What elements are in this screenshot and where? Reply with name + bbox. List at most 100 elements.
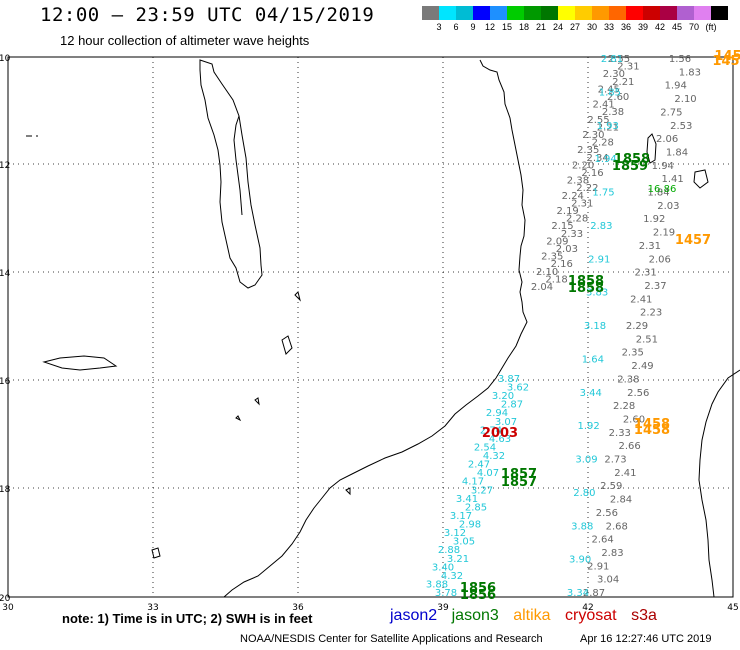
track-value: 2.16 (551, 259, 573, 270)
lon-label: 45 (727, 603, 738, 613)
sat-jason3: jason3 (451, 607, 499, 624)
track-value: 2.91 (587, 561, 609, 572)
legend-swatch (456, 6, 473, 20)
legend-label: 3 (436, 22, 442, 32)
pass-time-labels: 1858185918581858185718571856185620031457… (460, 49, 740, 603)
track-value: 2.49 (631, 361, 653, 372)
legend-label: 30 (586, 22, 598, 32)
legend-label: 45 (671, 22, 683, 32)
legend-swatch (422, 6, 439, 20)
track-value: 2.15 (551, 221, 573, 232)
altimeter-tracks: 3.873.623.202.872.943.072.744.632.544.32… (426, 54, 701, 599)
island-small-7 (345, 487, 351, 496)
legend-swatches (422, 6, 728, 20)
track-value: 1.85 (599, 87, 621, 98)
track-value: 3.20 (492, 391, 514, 402)
pass-time-label: 2003 (482, 426, 518, 441)
pass-time-label: 1858 (568, 274, 604, 289)
track-value: 1.94 (594, 154, 616, 165)
track-value: 2.45 (598, 84, 620, 95)
track-value: 2.53 (670, 121, 692, 132)
track-value: 4.17 (462, 477, 484, 488)
lake-inner-shore (233, 115, 243, 216)
track-value: 1.94 (665, 81, 687, 92)
legend-swatch (626, 6, 643, 20)
footer-note: note: 1) Time is in UTC; 2) SWH is in fe… (62, 611, 313, 626)
madagascar-coast (698, 369, 740, 598)
track-value: 2.59 (600, 481, 622, 492)
satellite-legend: jason2 jason3 altika cryosat s3a (390, 607, 667, 625)
track-value: 2.83 (590, 221, 612, 232)
legend-swatch (643, 6, 660, 20)
track-value: 3.27 (471, 485, 493, 496)
track-value: 2.55 (608, 54, 630, 65)
track-value: 2.03 (556, 244, 578, 255)
track-value: 2.21 (597, 122, 619, 133)
track-value: 2.22 (576, 183, 598, 194)
lake-malawi-outline (199, 59, 263, 289)
track-value: 2.51 (636, 334, 658, 345)
track-value: 2.60 (623, 414, 645, 425)
track-value: 2.06 (649, 254, 671, 265)
legend-label: 6 (453, 22, 459, 32)
track-value: 3.07 (495, 417, 517, 428)
pass-time-label: 16.86 (648, 184, 677, 195)
track-value: 2.38 (602, 107, 624, 118)
track-value: 2.19 (557, 206, 579, 217)
track-value: 2.33 (561, 229, 583, 240)
island-small-6 (235, 415, 242, 422)
sat-cryosat: cryosat (565, 607, 617, 624)
track-value: 2.91 (588, 254, 610, 265)
track-value: 2.41 (592, 100, 614, 111)
lon-label: 39 (437, 603, 449, 613)
track-value: 4.32 (441, 571, 463, 582)
legend-swatch (558, 6, 575, 20)
track-value: 3.40 (432, 562, 454, 573)
sat-altika: altika (513, 607, 551, 624)
legend-swatch (541, 6, 558, 20)
lat-label: -16 (0, 377, 11, 387)
track-value: 2.88 (438, 545, 460, 556)
track-value: 3.34 (567, 588, 589, 599)
track-value: 1.83 (679, 67, 701, 78)
track-value: 2.21 (612, 77, 634, 88)
track-value: 2.30 (603, 69, 625, 80)
island-small-2 (294, 291, 301, 302)
map-subtitle: 12 hour collection of altimeter wave hei… (60, 33, 310, 48)
legend-label: 42 (654, 22, 666, 32)
color-legend: 3 6 9 12 15 18 21 24 27 30 33 36 39 42 45 70 (ft) (422, 6, 728, 32)
track-value: 2.06 (656, 134, 678, 145)
sat-jason2: jason2 (390, 607, 438, 624)
lat-label: -12 (0, 161, 10, 171)
track-value: 2.28 (566, 214, 588, 225)
lat-label: -20 (0, 594, 11, 604)
track-value: 3.41 (456, 494, 478, 505)
track-value: 3.18 (584, 321, 606, 332)
track-value: 2.33 (609, 428, 631, 439)
track-value: 2.84 (610, 495, 632, 506)
track-value: 1.56 (669, 54, 691, 65)
legend-label: 15 (501, 22, 513, 32)
track-value: 3.05 (453, 537, 475, 548)
track-value: 2.28 (613, 401, 635, 412)
legend-label: 39 (637, 22, 649, 32)
legend-swatch (592, 6, 609, 20)
lon-label: 30 (2, 603, 14, 613)
map-title: 12:00 – 23:59 UTC 04/15/2019 (40, 4, 375, 26)
lat-label: -10 (0, 54, 11, 64)
track-value: 2.41 (614, 468, 636, 479)
legend-swatch (490, 6, 507, 20)
footer-credit: NOAA/NESDIS Center for Satellite Applica… (240, 633, 543, 645)
track-value: 2.38 (567, 176, 589, 187)
track-value: 2.18 (545, 274, 567, 285)
track-value: 2.30 (582, 130, 604, 141)
pass-time-label: 1857 (501, 467, 537, 482)
track-value: 1.92 (577, 421, 599, 432)
lon-label: 33 (147, 603, 158, 613)
track-value: 2.28 (592, 138, 614, 149)
track-value: 3.78 (435, 588, 457, 599)
track-value: 2.24 (562, 191, 584, 202)
track-value: 1.75 (592, 188, 614, 199)
pass-time-label: 1857 (501, 475, 537, 490)
